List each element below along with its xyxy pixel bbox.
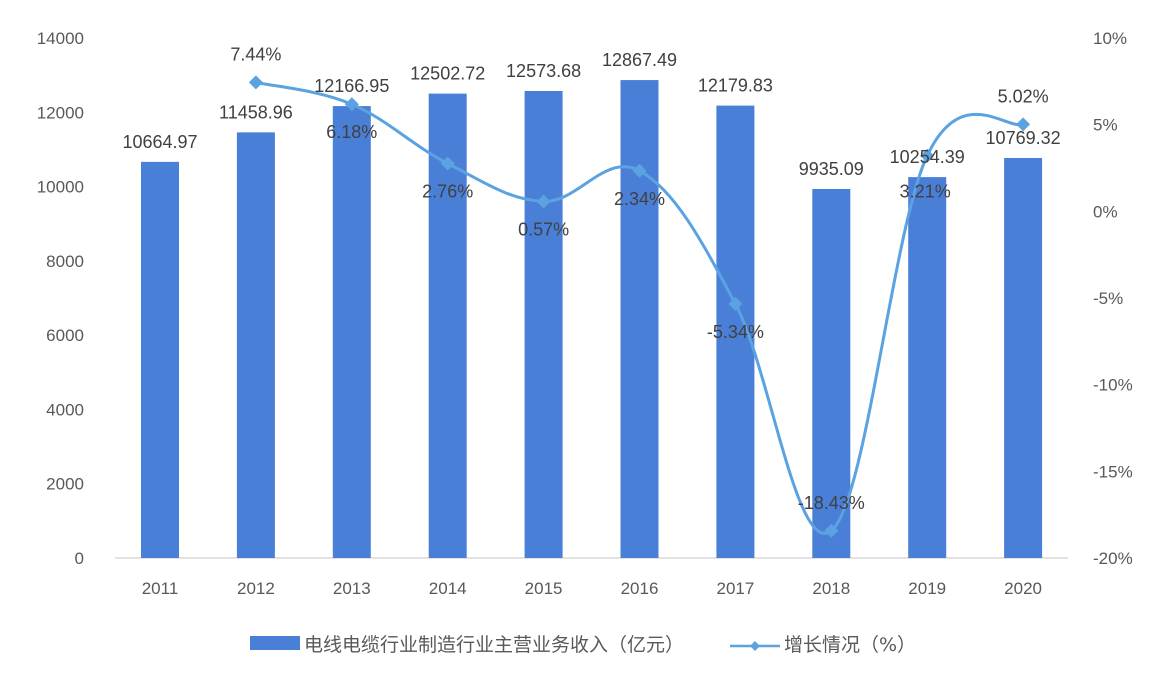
x-tick-label: 2016 — [621, 579, 659, 598]
right-tick-label: -5% — [1093, 289, 1123, 308]
x-tick-label: 2014 — [429, 579, 467, 598]
bar-value-label: 12502.72 — [410, 64, 485, 84]
bar-value-label: 11458.96 — [219, 102, 293, 122]
diamond-marker-icon[interactable] — [440, 156, 455, 171]
diamond-marker-icon[interactable] — [824, 523, 839, 538]
diamond-marker-icon[interactable] — [248, 75, 263, 90]
left-tick-label: 4000 — [46, 400, 84, 419]
left-tick-label: 10000 — [37, 178, 84, 197]
right-tick-label: 5% — [1093, 116, 1118, 135]
bar-series — [141, 80, 1043, 559]
bar-value-label: 12166.95 — [314, 76, 389, 96]
diamond-marker-icon[interactable] — [920, 148, 935, 163]
diamond-marker-icon[interactable] — [632, 163, 647, 178]
legend-label-growth: 增长情况（%） — [783, 633, 917, 656]
growth-value-label: 0.57% — [518, 219, 569, 239]
diamond-marker-icon[interactable] — [1016, 117, 1031, 132]
x-tick-label: 2015 — [525, 579, 563, 598]
bar-value-label: 12179.83 — [698, 76, 773, 96]
line-diamond-swatch-icon — [729, 636, 780, 651]
bar-value-label: 10769.32 — [986, 128, 1061, 148]
x-tick-label: 2019 — [908, 579, 946, 598]
line-data-labels: 7.44% 6.18% 2.76% 0.57% 2.34% -5.34% -18.43% 3.… — [230, 44, 1048, 512]
left-tick-label: 12000 — [37, 103, 84, 122]
left-tick-label: 14000 — [37, 29, 84, 48]
x-tick-label: 2012 — [237, 579, 275, 598]
diamond-marker-icon[interactable] — [728, 296, 743, 311]
legend-item-revenue[interactable]: 电线电缆行业制造行业主营业务收入（亿元） — [249, 630, 684, 657]
bar[interactable] — [812, 188, 851, 559]
bar-value-label: 12867.49 — [602, 50, 677, 70]
legend: 电线电缆行业制造行业主营业务收入（亿元） 增长情况（%） — [0, 626, 1166, 660]
right-tick-label: -20% — [1093, 549, 1133, 568]
bar-value-label: 12573.68 — [506, 61, 581, 81]
left-tick-label: 2000 — [46, 475, 84, 494]
bar[interactable] — [524, 90, 563, 558]
growth-value-label: 3.21% — [900, 182, 951, 202]
diamond-marker-icon[interactable] — [536, 194, 551, 209]
growth-value-label: 5.02% — [998, 86, 1049, 106]
bar-value-label: 10664.97 — [122, 132, 197, 152]
diamond-marker-icon[interactable] — [344, 97, 359, 112]
x-tick-label: 2013 — [333, 579, 371, 598]
right-axis: -20% -15% -10% -5% 0% 5% 10% — [1093, 29, 1133, 568]
line-series — [248, 75, 1031, 538]
bar-swatch-icon — [249, 636, 300, 650]
x-tick-label: 2017 — [716, 579, 754, 598]
x-tick-label: 2011 — [142, 579, 179, 598]
x-tick-label: 2020 — [1004, 579, 1042, 598]
x-tick-label: 2018 — [812, 579, 850, 598]
bar-value-label: 9935.09 — [799, 159, 864, 179]
growth-value-label: 2.34% — [614, 189, 665, 209]
growth-value-label: 2.76% — [422, 181, 473, 201]
bar[interactable] — [141, 161, 179, 558]
x-axis: 2011 2012 2013 2014 2015 2016 2017 2018 2019 2020 — [142, 579, 1042, 598]
right-tick-label: 10% — [1093, 29, 1127, 48]
growth-value-label: -18.43% — [798, 493, 865, 513]
bar[interactable] — [332, 106, 371, 558]
bar[interactable] — [1004, 157, 1043, 558]
legend-label-revenue: 电线电缆行业制造行业主营业务收入（亿元） — [303, 633, 684, 656]
growth-value-label: 7.44% — [230, 44, 281, 64]
right-tick-label: -10% — [1093, 376, 1133, 395]
left-tick-label: 6000 — [46, 326, 84, 345]
right-tick-label: -15% — [1093, 462, 1133, 481]
bar[interactable] — [236, 132, 275, 559]
growth-value-label: 6.18% — [326, 122, 377, 142]
growth-value-label: -5.34% — [707, 322, 764, 342]
right-tick-label: 0% — [1093, 202, 1118, 221]
bar-value-label: 10254.39 — [890, 147, 965, 167]
bar-data-labels: 10664.97 11458.96 12166.95 12502.72 12573.68… — [122, 50, 1060, 179]
legend-item-growth[interactable]: 增长情况（%） — [729, 630, 917, 657]
bar[interactable] — [620, 80, 659, 558]
left-axis: 0 2000 4000 6000 8000 10000 12000 14000 — [37, 29, 84, 568]
left-tick-label: 8000 — [46, 252, 84, 271]
growth-line — [255, 80, 1024, 535]
bar[interactable] — [908, 177, 947, 558]
left-tick-label: 0 — [75, 549, 84, 568]
